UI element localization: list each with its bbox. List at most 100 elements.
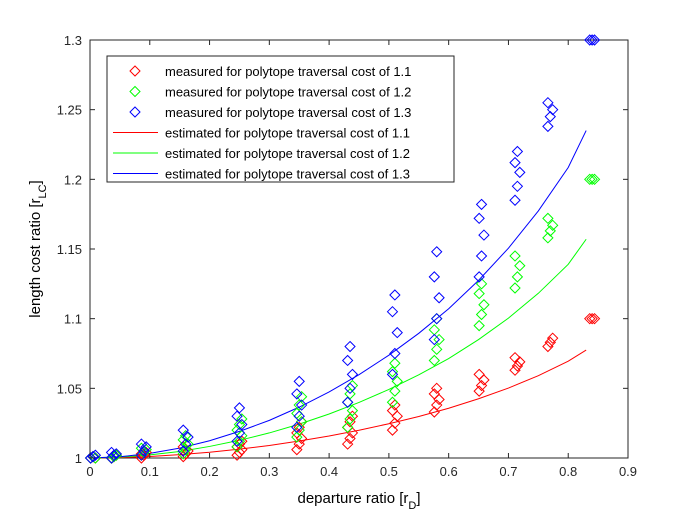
y-axis-title-tail: ] [27, 180, 44, 184]
data-point-measured-for-polytope-traversal-cost-of-1-2 [509, 250, 521, 262]
data-point-measured-for-polytope-traversal-cost-of-1-3 [544, 110, 556, 123]
data-point-measured-for-polytope-traversal-cost-of-1-1 [584, 312, 596, 325]
data-point-measured-for-polytope-traversal-cost-of-1-1 [389, 417, 401, 429]
x-tick-label: 0.3 [260, 464, 278, 479]
data-point-measured-for-polytope-traversal-cost-of-1-3 [475, 250, 488, 262]
data-point-measured-for-polytope-traversal-cost-of-1-3 [293, 410, 305, 422]
data-point-measured-for-polytope-traversal-cost-of-1-3 [588, 34, 601, 46]
y-tick-label: 1.15 [57, 242, 82, 257]
data-point-measured-for-polytope-traversal-cost-of-1-3 [509, 156, 521, 169]
data-point-measured-for-polytope-traversal-cost-of-1-1 [509, 351, 521, 364]
data-point-measured-for-polytope-traversal-cost-of-1-3 [431, 312, 443, 325]
data-point-measured-for-polytope-traversal-cost-of-1-2 [386, 365, 399, 378]
legend-label: measured for polytope traversal cost of … [165, 64, 411, 79]
data-point-measured-for-polytope-traversal-cost-of-1-3 [231, 435, 243, 447]
data-point-measured-for-polytope-traversal-cost-of-1-3 [182, 431, 194, 443]
legend-marker [129, 85, 141, 98]
data-point-measured-for-polytope-traversal-cost-of-1-1 [546, 332, 559, 344]
data-point-measured-for-polytope-traversal-cost-of-1-2 [478, 299, 490, 311]
data-point-measured-for-polytope-traversal-cost-of-1-2 [293, 424, 305, 436]
data-point-measured-for-polytope-traversal-cost-of-1-3 [433, 292, 445, 304]
y-axis-title-main: length cost ratio [r [27, 199, 44, 318]
data-point-measured-for-polytope-traversal-cost-of-1-2 [514, 260, 526, 272]
x-tick-label: 0.4 [320, 464, 338, 479]
data-point-measured-for-polytope-traversal-cost-of-1-2 [236, 413, 248, 425]
x-tick-label: 0 [86, 464, 93, 479]
data-point-measured-for-polytope-traversal-cost-of-1-3 [291, 388, 303, 400]
data-point-measured-for-polytope-traversal-cost-of-1-3 [344, 340, 356, 353]
series-line-estimated-for-polytope-traversal-cost-of-1-1 [89, 349, 587, 459]
data-point-measured-for-polytope-traversal-cost-of-1-2 [341, 421, 354, 434]
data-point-measured-for-polytope-traversal-cost-of-1-1 [182, 445, 194, 457]
legend-marker [129, 106, 141, 118]
data-point-measured-for-polytope-traversal-cost-of-1-2 [584, 173, 596, 186]
data-point-measured-for-polytope-traversal-cost-of-1-3 [177, 424, 189, 436]
data-point-measured-for-polytope-traversal-cost-of-1-2 [391, 375, 403, 388]
data-point-measured-for-polytope-traversal-cost-of-1-1 [386, 424, 399, 436]
legend: measured for polytope traversal cost of … [106, 55, 455, 183]
data-point-measured-for-polytope-traversal-cost-of-1-2 [509, 282, 521, 294]
data-point-measured-for-polytope-traversal-cost-of-1-1 [542, 340, 554, 353]
data-point-measured-for-polytope-traversal-cost-of-1-3 [473, 212, 485, 225]
data-point-measured-for-polytope-traversal-cost-of-1-3 [341, 354, 354, 367]
data-point-measured-for-polytope-traversal-cost-of-1-3 [105, 446, 118, 459]
x-axis-title-tail: ] [416, 490, 420, 507]
data-point-measured-for-polytope-traversal-cost-of-1-2 [182, 438, 194, 450]
data-point-measured-for-polytope-traversal-cost-of-1-1 [509, 364, 521, 376]
data-point-measured-for-polytope-traversal-cost-of-1-2 [431, 343, 443, 356]
data-point-measured-for-polytope-traversal-cost-of-1-3 [108, 449, 120, 461]
data-point-measured-for-polytope-traversal-cost-of-1-2 [293, 399, 305, 411]
data-point-measured-for-polytope-traversal-cost-of-1-3 [293, 375, 305, 388]
data-point-measured-for-polytope-traversal-cost-of-1-2 [344, 413, 356, 425]
data-point-measured-for-polytope-traversal-cost-of-1-3 [389, 289, 401, 301]
data-point-measured-for-polytope-traversal-cost-of-1-3 [428, 271, 441, 283]
data-point-measured-for-polytope-traversal-cost-of-1-2 [389, 385, 401, 397]
legend-marker [129, 65, 141, 77]
data-point-measured-for-polytope-traversal-cost-of-1-2 [291, 431, 303, 443]
data-point-measured-for-polytope-traversal-cost-of-1-3 [138, 445, 150, 457]
data-point-measured-for-polytope-traversal-cost-of-1-2 [344, 388, 356, 400]
legend-label: measured for polytope traversal cost of … [165, 85, 411, 100]
data-point-measured-for-polytope-traversal-cost-of-1-2 [546, 219, 559, 232]
data-point-measured-for-polytope-traversal-cost-of-1-3 [295, 399, 308, 411]
x-tick-label: 0.8 [559, 464, 577, 479]
y-tick-label: 1.1 [64, 312, 82, 327]
data-point-measured-for-polytope-traversal-cost-of-1-3 [478, 229, 490, 241]
legend-label: estimated for polytope traversal cost of… [165, 146, 410, 161]
data-point-measured-for-polytope-traversal-cost-of-1-1 [428, 406, 441, 418]
data-point-measured-for-polytope-traversal-cost-of-1-3 [231, 410, 243, 422]
data-point-measured-for-polytope-traversal-cost-of-1-3 [110, 448, 123, 460]
data-point-measured-for-polytope-traversal-cost-of-1-2 [428, 354, 441, 367]
data-point-measured-for-polytope-traversal-cost-of-1-3 [586, 34, 598, 46]
x-tick-label: 0.9 [619, 464, 637, 479]
data-point-measured-for-polytope-traversal-cost-of-1-1 [544, 336, 556, 349]
data-point-measured-for-polytope-traversal-cost-of-1-1 [389, 399, 401, 411]
data-point-measured-for-polytope-traversal-cost-of-1-3 [511, 145, 524, 158]
axes: 0 0.1 0.2 0.3 0.4 0.5 0.6 0.7 0.8 0.9 1 1.05 1.1 1.15… [57, 33, 637, 479]
data-point-measured-for-polytope-traversal-cost-of-1-1 [514, 356, 526, 368]
data-point-measured-for-polytope-traversal-cost-of-1-2 [177, 434, 189, 446]
legend-label: estimated for polytope traversal cost of… [165, 167, 410, 182]
y-tick-label: 1 [75, 451, 82, 466]
series-line-estimated-for-polytope-traversal-cost-of-1-3 [89, 130, 587, 459]
x-tick-label: 0.2 [201, 464, 219, 479]
data-point-measured-for-polytope-traversal-cost-of-1-2 [108, 450, 120, 463]
data-point-measured-for-polytope-traversal-cost-of-1-3 [391, 326, 403, 339]
x-axis-title: departure ratio [rD] [297, 490, 420, 512]
measured-markers [84, 34, 601, 464]
data-point-measured-for-polytope-traversal-cost-of-1-3 [509, 194, 521, 206]
y-tick-label: 1.25 [57, 103, 82, 118]
data-point-measured-for-polytope-traversal-cost-of-1-1 [431, 382, 443, 395]
data-point-measured-for-polytope-traversal-cost-of-1-3 [542, 96, 554, 109]
data-point-measured-for-polytope-traversal-cost-of-1-3 [344, 382, 356, 395]
data-point-measured-for-polytope-traversal-cost-of-1-3 [389, 347, 401, 360]
legend-label: measured for polytope traversal cost of … [165, 105, 411, 120]
data-point-measured-for-polytope-traversal-cost-of-1-1 [473, 368, 485, 381]
estimated-lines [89, 130, 587, 459]
data-point-measured-for-polytope-traversal-cost-of-1-3 [511, 180, 524, 193]
series-line-estimated-for-polytope-traversal-cost-of-1-2 [89, 238, 587, 459]
data-point-measured-for-polytope-traversal-cost-of-1-3 [233, 402, 246, 414]
data-point-measured-for-polytope-traversal-cost-of-1-3 [341, 396, 354, 408]
x-tick-label: 0.5 [380, 464, 398, 479]
x-axis-title-main: departure ratio [r [297, 490, 408, 507]
